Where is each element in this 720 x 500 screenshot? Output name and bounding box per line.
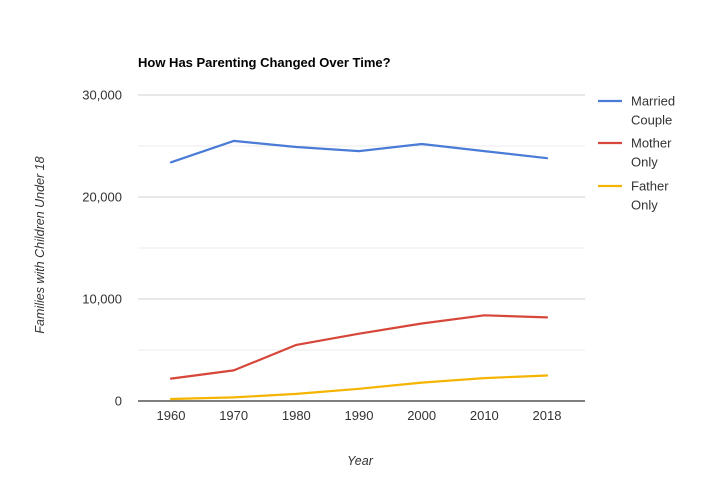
- y-tick-label: 10,000: [82, 292, 122, 307]
- y-tick-label: 0: [115, 394, 122, 409]
- legend-label-married-couple: Married: [631, 94, 675, 109]
- x-tick-label: 1980: [282, 408, 311, 423]
- x-axis-ticks: 1960 1970 1980 1990 2000 2010 2018: [157, 408, 562, 423]
- x-axis-label: Year: [347, 454, 374, 468]
- y-axis-label: Families with Children Under 18: [33, 156, 47, 333]
- y-tick-label: 30,000: [82, 88, 122, 103]
- series-lines: [169, 139, 549, 401]
- legend: Married Couple Mother Only Father Only: [598, 94, 675, 213]
- legend-label-father-only: Only: [631, 198, 658, 213]
- father-only-line: [169, 374, 549, 401]
- legend-label-father-only: Father: [631, 179, 669, 194]
- y-tick-label: 20,000: [82, 190, 122, 205]
- x-tick-label: 1990: [345, 408, 374, 423]
- x-tick-label: 2018: [533, 408, 562, 423]
- x-tick-label: 2000: [407, 408, 436, 423]
- x-tick-label: 2010: [470, 408, 499, 423]
- legend-label-mother-only: Mother: [631, 136, 672, 151]
- mother-only-line: [169, 314, 549, 380]
- married-couple-line: [169, 139, 549, 164]
- gridlines: [138, 94, 585, 402]
- y-axis-ticks: 0 10,000 20,000 30,000: [82, 88, 122, 409]
- chart-title: How Has Parenting Changed Over Time?: [138, 55, 391, 70]
- legend-label-mother-only: Only: [631, 155, 658, 170]
- legend-label-married-couple: Couple: [631, 113, 672, 128]
- x-tick-label: 1960: [157, 408, 186, 423]
- x-tick-label: 1970: [219, 408, 248, 423]
